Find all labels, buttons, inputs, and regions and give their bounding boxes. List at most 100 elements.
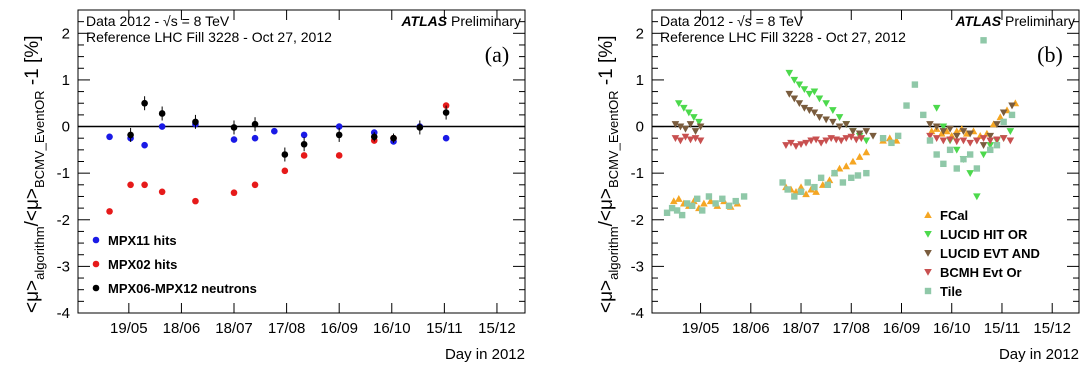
data-point <box>960 155 967 163</box>
data-point <box>712 200 719 207</box>
y-tick-label: 2 <box>62 25 70 42</box>
data-point <box>106 208 113 215</box>
y-tick-label: 1 <box>636 72 644 89</box>
data-point <box>825 176 834 184</box>
data-point <box>442 109 450 116</box>
data-point <box>678 211 686 219</box>
data-point <box>800 104 809 112</box>
legend-entry: MPX02 hits <box>108 257 177 272</box>
data-point <box>1008 111 1016 119</box>
data-point <box>668 204 676 212</box>
data-point <box>839 179 847 186</box>
legend-entry: MPX11 hits <box>108 233 177 248</box>
data-point <box>1006 128 1015 135</box>
data-point <box>779 179 786 186</box>
data-point <box>959 137 968 145</box>
y-axis-label-part-5: -1 [%] <box>22 36 43 91</box>
data-point <box>855 130 864 138</box>
data-point <box>416 124 424 131</box>
data-point <box>802 190 810 198</box>
legend-entry: BCMH Evt Or <box>940 265 1022 280</box>
data-point <box>782 142 790 149</box>
y-axis-label-part-2: algorithm <box>606 226 621 279</box>
x-tick-label: 15/11 <box>984 320 1020 337</box>
data-point <box>106 133 113 141</box>
series-mpx06-mpx12-neutrons <box>127 96 450 162</box>
x-tick-label: 18/07 <box>782 320 820 337</box>
data-point <box>686 121 695 129</box>
data-point <box>1008 102 1016 110</box>
y-axis-label-part-1: <μ> <box>22 280 43 313</box>
data-point <box>251 181 259 189</box>
data-point <box>946 125 954 133</box>
data-point <box>785 69 794 77</box>
data-point <box>127 131 134 139</box>
experiment-name: ATLAS <box>400 13 451 29</box>
data-point <box>852 136 861 144</box>
data-point <box>849 157 857 165</box>
data-point <box>894 132 902 140</box>
data-point <box>973 165 981 172</box>
data-point <box>732 197 739 205</box>
legend-marker <box>92 260 100 268</box>
data-point <box>127 181 134 189</box>
data-point <box>230 189 238 197</box>
x-tick-label: 18/07 <box>215 320 253 337</box>
data-point <box>335 123 343 130</box>
series-lucid-evt-and <box>671 90 1016 149</box>
data-point <box>952 138 961 146</box>
x-tick-label: 19/05 <box>682 320 720 337</box>
data-point <box>993 136 1001 144</box>
data-point <box>933 151 940 158</box>
y-tick-label: -4 <box>631 305 644 322</box>
data-point <box>251 120 259 128</box>
data-point <box>790 95 799 103</box>
data-point <box>691 128 700 135</box>
data-point <box>335 131 343 139</box>
data-point <box>797 188 805 195</box>
data-point <box>792 143 800 150</box>
data-point <box>963 129 971 137</box>
data-point <box>817 139 825 147</box>
legend-entry: FCal <box>940 208 968 223</box>
data-point <box>888 139 895 147</box>
data-point <box>699 207 706 214</box>
series-lucid-hit-or <box>674 69 1015 201</box>
data-point <box>797 141 805 149</box>
y-tick-label: -2 <box>57 212 70 229</box>
data-point <box>674 194 683 202</box>
x-axis-label: Day in 2012 <box>999 346 1079 363</box>
data-point <box>857 135 866 142</box>
data-point <box>842 135 851 142</box>
data-point <box>671 135 680 142</box>
data-point <box>812 136 820 144</box>
data-point <box>911 81 919 88</box>
data-point <box>940 160 947 168</box>
data-point <box>674 100 683 108</box>
data-point <box>879 134 887 142</box>
y-axis-label-part-4: BCMV_EventOR <box>32 90 47 188</box>
data-point <box>810 88 819 96</box>
data-point <box>952 132 961 140</box>
y-axis-label-part-1: <μ> <box>596 280 617 313</box>
data-point <box>952 127 961 135</box>
data-point <box>993 141 1001 149</box>
data-point <box>785 90 794 98</box>
data-point <box>694 195 701 202</box>
data-point <box>695 118 703 126</box>
data-point <box>740 193 748 200</box>
data-point <box>835 114 844 122</box>
data-point <box>791 193 798 200</box>
data-point <box>959 128 968 135</box>
data-point <box>822 137 830 145</box>
legend-marker <box>924 268 932 276</box>
data-point <box>815 95 824 103</box>
data-point <box>719 195 726 202</box>
y-tick-label: -4 <box>57 305 70 322</box>
x-tick-label: 15/11 <box>426 320 462 337</box>
data-point <box>835 164 844 172</box>
data-point <box>705 193 713 200</box>
data-point <box>986 142 995 149</box>
data-point <box>946 136 954 144</box>
